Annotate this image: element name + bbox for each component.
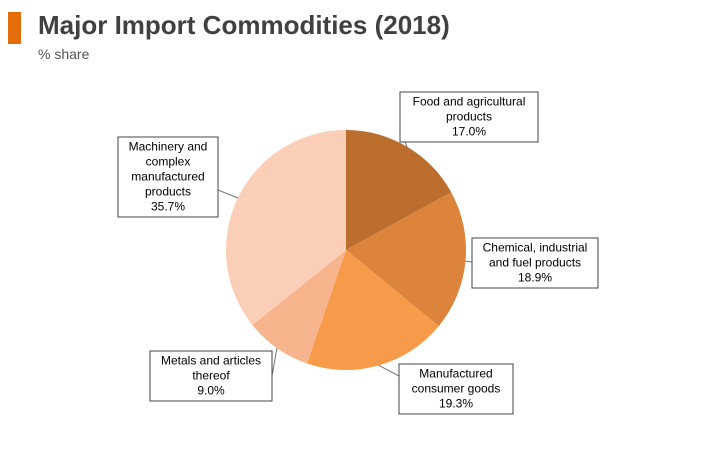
data-label-category: consumer goods <box>412 382 501 396</box>
data-label: Food and agricultural products 17.0% <box>413 95 526 139</box>
pie-slice <box>346 130 452 250</box>
data-label-category: Chemical, industrial <box>483 241 588 255</box>
data-label: Manufactured consumer goods 19.3% <box>412 367 501 411</box>
pie-slice <box>252 250 346 364</box>
data-label-box <box>149 350 273 402</box>
data-label-value: 9.0% <box>197 384 225 398</box>
data-label-category: manufactured <box>131 170 204 184</box>
leader-line <box>217 189 239 199</box>
leader-line <box>465 260 473 263</box>
chart-title: Major Import Commodities (2018) <box>38 10 450 40</box>
pie-slice <box>346 192 466 327</box>
data-label-category: complex <box>146 155 191 169</box>
data-label-value: 17.0% <box>452 125 486 139</box>
data-label: Chemical, industrial and fuel products 18.… <box>483 241 588 285</box>
leader-line <box>271 348 278 377</box>
data-label-category: products <box>145 185 191 199</box>
pie-slice <box>307 250 439 370</box>
data-label-box <box>117 136 219 218</box>
pie-slice <box>226 130 346 325</box>
data-label-box <box>471 237 599 289</box>
data-label: Metals and articles thereof 9.0% <box>161 354 261 398</box>
data-label-category: products <box>446 110 492 124</box>
data-label-category: Food and agricultural <box>413 95 526 109</box>
data-label-category: and fuel products <box>489 256 581 270</box>
title-accent-bar <box>8 12 21 44</box>
leader-line <box>378 364 400 377</box>
data-label-category: Machinery and <box>129 140 208 154</box>
data-label-value: 35.7% <box>151 200 185 214</box>
data-label-category: Metals and articles <box>161 354 261 368</box>
data-label-value: 18.9% <box>518 271 552 285</box>
data-label-box <box>398 363 514 415</box>
data-label-value: 19.3% <box>439 397 473 411</box>
data-label: Machinery and complex manufactured products… <box>129 140 208 214</box>
data-label-category: thereof <box>192 369 230 383</box>
data-label-box <box>399 91 539 143</box>
data-label-category: Manufactured <box>419 367 492 381</box>
chart-subtitle: % share <box>38 46 90 62</box>
